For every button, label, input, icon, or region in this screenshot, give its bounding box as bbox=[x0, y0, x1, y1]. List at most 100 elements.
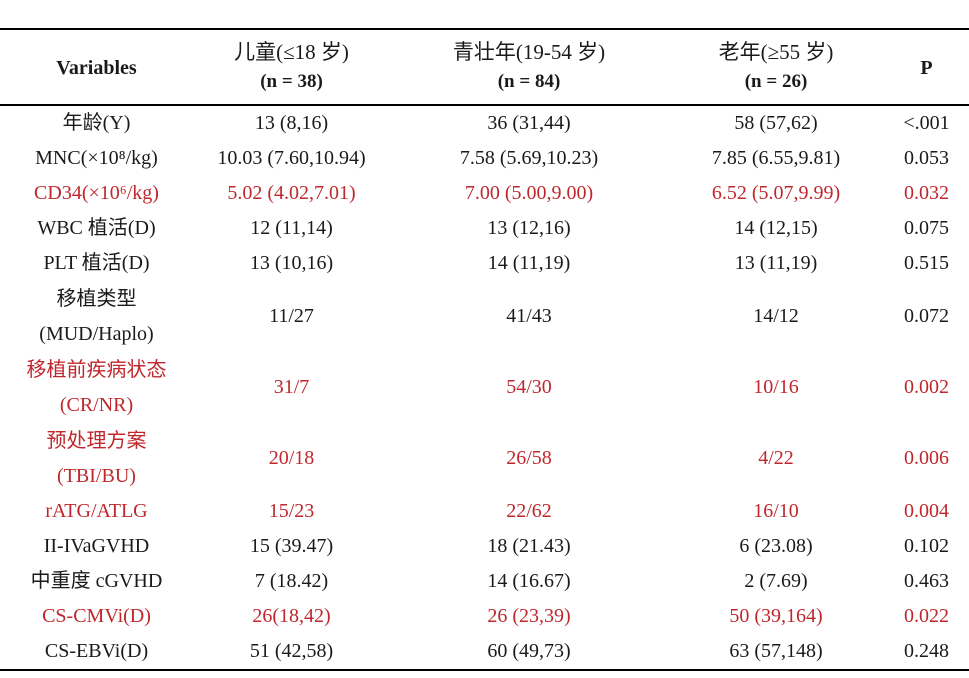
table-row: PLT 植活(D) 13 (10,16) 14 (11,19) 13 (11,19) 0… bbox=[0, 246, 969, 281]
header-elderly-n: (n = 26) bbox=[744, 71, 808, 92]
header-row: Variables 儿童(≤18 岁) (n = 38) 青壮年(19-54 岁… bbox=[0, 28, 969, 106]
table-row: 预处理方案 (TBI/BU) 20/18 26/58 4/22 0.006 bbox=[0, 423, 969, 494]
variable-label: II-IVaGVHD bbox=[43, 535, 150, 557]
value-cell: 36 (31,44) bbox=[487, 112, 571, 134]
variable-label: 移植类型 bbox=[56, 287, 137, 310]
value-cell: 26 (23,39) bbox=[487, 605, 571, 627]
value-cell: 11/27 bbox=[269, 305, 314, 327]
table-row: 移植前疾病状态 (CR/NR) 31/7 54/30 10/16 0.002 bbox=[0, 352, 969, 423]
variable-label: 中重度 cGVHD bbox=[30, 570, 163, 592]
table-row: 年龄(Y) 13 (8,16) 36 (31,44) 58 (57,62) <.001 bbox=[0, 105, 969, 141]
variable-cell: WBC 植活(D) bbox=[0, 211, 193, 246]
comparison-table: Variables 儿童(≤18 岁) (n = 38) 青壮年(19-54 岁… bbox=[0, 28, 969, 671]
value-cell: 22/62 bbox=[506, 500, 552, 522]
value-cell: 7.85 (6.55,9.81) bbox=[711, 147, 841, 169]
value-cell: 7.58 (5.69,10.23) bbox=[459, 147, 599, 169]
value-cell: 41/43 bbox=[506, 305, 552, 327]
variable-cell: rATG/ATLG bbox=[0, 494, 193, 529]
value-cell: 60 (49,73) bbox=[390, 634, 668, 671]
variable-cell: 中重度 cGVHD bbox=[0, 564, 193, 599]
header-variables: Variables bbox=[0, 28, 193, 106]
value-cell: 13 (11,19) bbox=[734, 252, 818, 274]
variable-label: 移植前疾病状态 bbox=[26, 358, 167, 381]
variable-label: (TBI/BU) bbox=[57, 464, 136, 487]
variable-cell: 年龄(Y) bbox=[0, 105, 193, 141]
table-row: CS-EBVi(D) 51 (42,58) 60 (49,73) 63 (57,148… bbox=[0, 634, 969, 671]
value-cell: 13 (8,16) bbox=[254, 112, 329, 134]
variable-cell: CS-EBVi(D) bbox=[0, 634, 193, 671]
p-value-cell: 0.463 bbox=[904, 570, 949, 592]
value-cell: 15/23 bbox=[268, 500, 315, 522]
header-adults: 青壮年(19-54 岁) (n = 84) bbox=[390, 28, 668, 106]
variable-label: PLT 植活(D) bbox=[43, 252, 150, 274]
value-cell: 7 (18.42) bbox=[254, 570, 329, 592]
p-value-cell: 0.072 bbox=[904, 305, 949, 327]
value-cell: 7.00 (5.00,9.00) bbox=[464, 182, 594, 204]
p-value-cell: 0.004 bbox=[904, 500, 949, 522]
variable-label: 预处理方案 bbox=[46, 429, 147, 452]
variable-cell: MNC(×10⁸/kg) bbox=[0, 141, 193, 176]
value-cell: 26(18,42) bbox=[252, 605, 331, 627]
value-cell: 54/30 bbox=[506, 376, 552, 398]
value-cell: 6.52 (5.07,9.99) bbox=[711, 182, 841, 204]
header-children-n: (n = 38) bbox=[260, 71, 323, 92]
p-value-cell: 0.006 bbox=[904, 447, 949, 469]
header-elderly-title: 老年(≥55 岁) bbox=[718, 40, 834, 64]
table-row: 移植类型 (MUD/Haplo) 11/27 41/43 14/12 0.072 bbox=[0, 281, 969, 352]
table-row: CS-CMVi(D) 26(18,42) 26 (23,39) 50 (39,164)… bbox=[0, 599, 969, 634]
variable-cell: CS-CMVi(D) bbox=[0, 599, 193, 634]
variable-cell: 预处理方案 (TBI/BU) bbox=[0, 423, 193, 494]
p-value-cell: 0.515 bbox=[904, 252, 949, 274]
variable-cell: II-IVaGVHD bbox=[0, 529, 193, 564]
table-body: 年龄(Y) 13 (8,16) 36 (31,44) 58 (57,62) <.001 M… bbox=[0, 105, 969, 671]
value-cell: 63 (57,148) bbox=[668, 634, 884, 671]
p-value-cell: 0.102 bbox=[904, 535, 949, 557]
header-children: 儿童(≤18 岁) (n = 38) bbox=[193, 28, 390, 106]
p-value-cell: 0.248 bbox=[884, 634, 969, 671]
header-children-title: 儿童(≤18 岁) bbox=[234, 40, 349, 64]
value-cell: 16/10 bbox=[753, 500, 799, 522]
variable-label: CD34(×10⁶/kg) bbox=[34, 182, 159, 204]
value-cell: 26/58 bbox=[506, 447, 552, 469]
variable-label: CS-EBVi(D) bbox=[44, 640, 149, 662]
p-value-cell: 0.032 bbox=[904, 182, 949, 204]
value-cell: 14/12 bbox=[753, 305, 799, 327]
value-cell: 13 (12,16) bbox=[487, 217, 571, 239]
table-row: rATG/ATLG 15/23 22/62 16/10 0.004 bbox=[0, 494, 969, 529]
value-cell: 4/22 bbox=[758, 447, 794, 469]
header-adults-title: 青壮年(19-54 岁) bbox=[452, 40, 606, 64]
p-value-cell: <.001 bbox=[903, 112, 950, 134]
value-cell: 14 (11,19) bbox=[487, 252, 571, 274]
value-cell: 5.02 (4.02,7.01) bbox=[227, 182, 356, 204]
value-cell: 14 (16.67) bbox=[487, 570, 571, 592]
header-p: P bbox=[884, 28, 969, 106]
value-cell: 10/16 bbox=[753, 376, 799, 398]
table-row: CD34(×10⁶/kg) 5.02 (4.02,7.01) 7.00 (5.00,… bbox=[0, 176, 969, 211]
p-value-cell: 0.022 bbox=[904, 605, 949, 627]
table-row: 中重度 cGVHD 7 (18.42) 14 (16.67) 2 (7.69) 0.46… bbox=[0, 564, 969, 599]
variable-cell: PLT 植活(D) bbox=[0, 246, 193, 281]
header-adults-n: (n = 84) bbox=[497, 71, 561, 92]
variable-label: MNC(×10⁸/kg) bbox=[35, 147, 158, 169]
p-value-cell: 0.002 bbox=[904, 376, 949, 398]
variable-label: CS-CMVi(D) bbox=[42, 605, 151, 627]
value-cell: 14 (12,15) bbox=[734, 217, 818, 239]
variable-cell: 移植前疾病状态 (CR/NR) bbox=[0, 352, 193, 423]
value-cell: 13 (10,16) bbox=[249, 252, 334, 274]
value-cell: 50 (39,164) bbox=[729, 605, 823, 627]
value-cell: 20/18 bbox=[268, 447, 315, 469]
value-cell: 12 (11,14) bbox=[250, 217, 333, 239]
table-row: MNC(×10⁸/kg) 10.03 (7.60,10.94) 7.58 (5.69… bbox=[0, 141, 969, 176]
value-cell: 6 (23.08) bbox=[739, 535, 813, 557]
variable-label: (CR/NR) bbox=[59, 393, 134, 416]
value-cell: 18 (21.43) bbox=[487, 535, 571, 557]
variable-label: rATG/ATLG bbox=[45, 500, 148, 522]
p-value-cell: 0.075 bbox=[904, 217, 949, 239]
table-row: WBC 植活(D) 12 (11,14) 13 (12,16) 14 (12,15) 0… bbox=[0, 211, 969, 246]
table-row: II-IVaGVHD 15 (39.47) 18 (21.43) 6 (23.08) 0… bbox=[0, 529, 969, 564]
value-cell: 31/7 bbox=[273, 376, 310, 398]
header-elderly: 老年(≥55 岁) (n = 26) bbox=[668, 28, 884, 106]
value-cell: 58 (57,62) bbox=[734, 112, 818, 134]
value-cell: 51 (42,58) bbox=[193, 634, 390, 671]
variable-label: WBC 植活(D) bbox=[37, 217, 156, 239]
